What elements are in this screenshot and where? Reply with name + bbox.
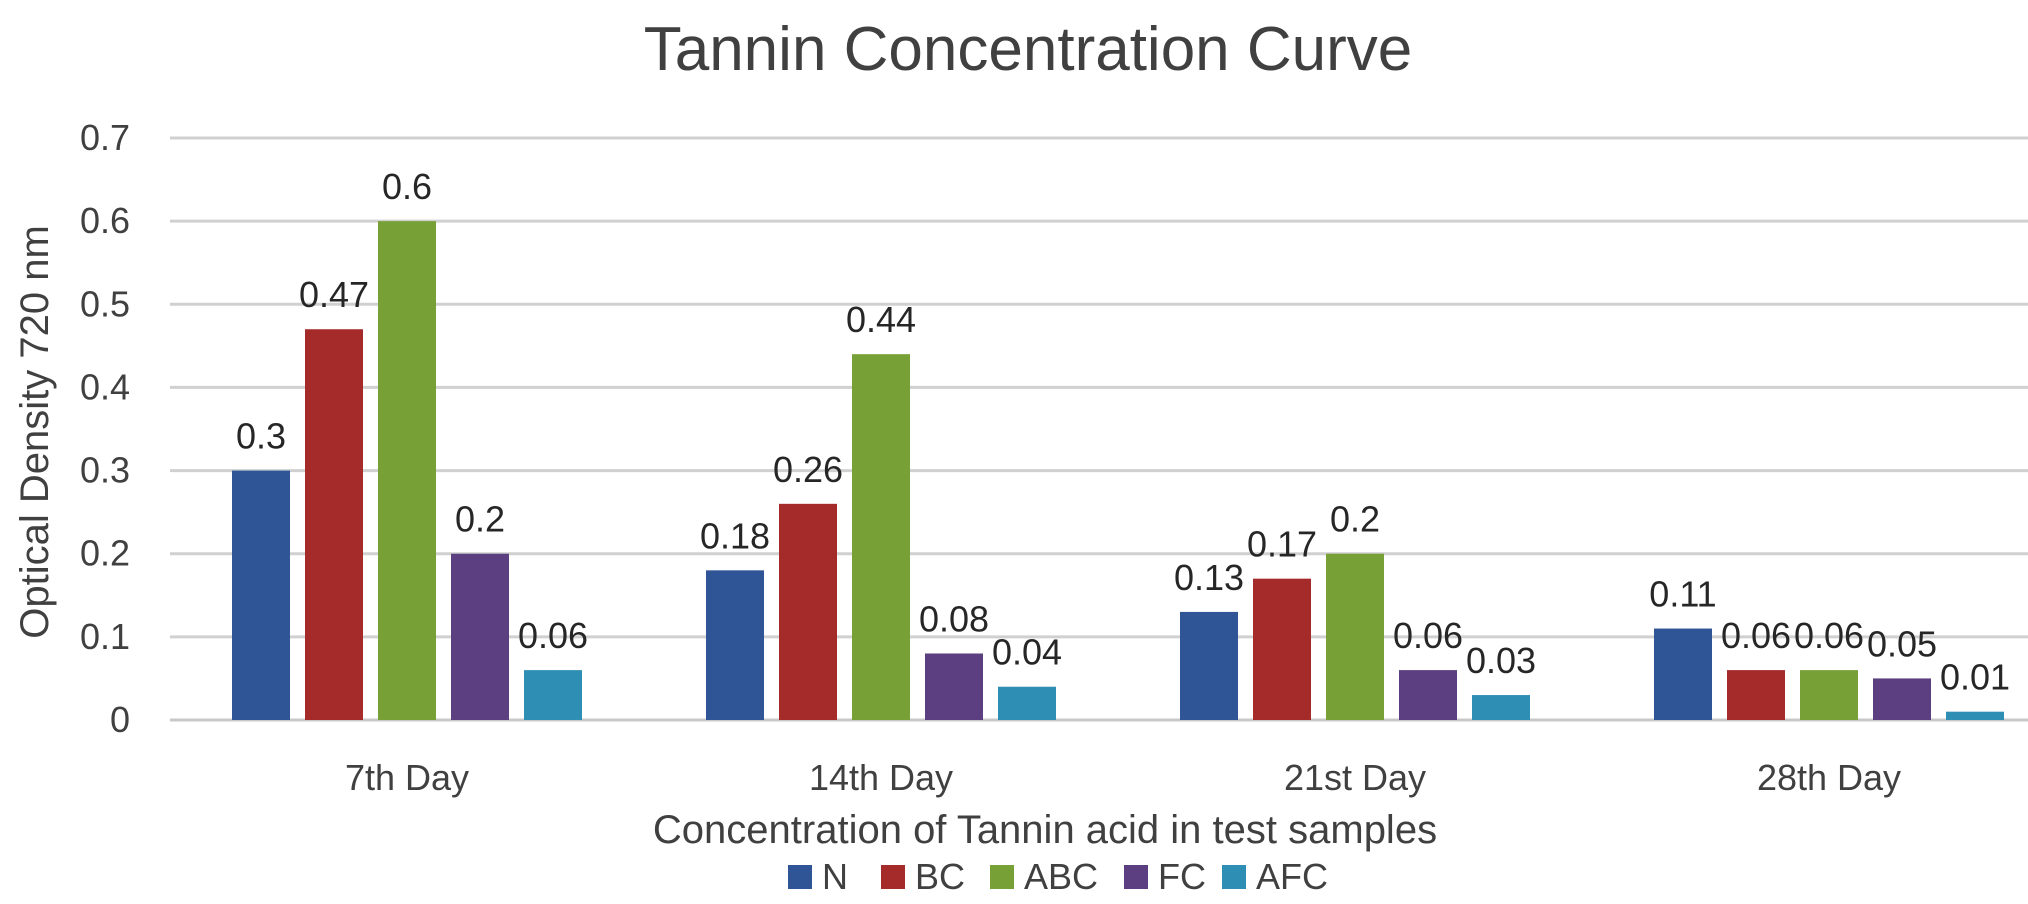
data-label: 0.2	[455, 499, 505, 540]
x-tick-label: 28th Day	[1757, 757, 1901, 798]
legend-swatch	[881, 865, 905, 889]
y-tick-label: 0.2	[80, 533, 130, 574]
data-labels: 0.3 0.47 0.6 0.2 0.06 0.180.26 0.44 0.080.04 0.1…	[236, 166, 2010, 698]
legend-label: N	[822, 856, 848, 897]
y-tick-label: 0.3	[80, 450, 130, 491]
data-label: 0.06	[1721, 615, 1791, 656]
x-tick-label: 21st Day	[1284, 757, 1426, 798]
y-tick-label: 0.1	[80, 616, 130, 657]
bar	[1399, 670, 1457, 720]
legend-swatch	[990, 865, 1014, 889]
legend-label: AFC	[1256, 856, 1328, 897]
data-label: 0.03	[1466, 640, 1536, 681]
bar	[1800, 670, 1858, 720]
legend-swatch	[788, 865, 812, 889]
bar	[852, 354, 910, 720]
y-axis-title: Optical Density 720 nm	[13, 225, 57, 639]
bar	[1180, 611, 1238, 720]
data-label: 0.06	[1794, 615, 1864, 656]
bar	[524, 670, 582, 720]
y-tick-label: 0.6	[80, 200, 130, 241]
x-axis-title: Concentration of Tannin acid in test sam…	[653, 808, 1437, 852]
x-axis-ticks: 7th Day 14th Day 21st Day 28th Day	[345, 757, 1901, 798]
legend-label: BC	[915, 856, 965, 897]
data-label: 0.04	[992, 632, 1062, 673]
data-label: 0.06	[1393, 615, 1463, 656]
bar	[232, 470, 290, 720]
bar	[1472, 695, 1530, 720]
data-label: 0.44	[846, 299, 916, 340]
data-label: 0.13	[1174, 557, 1244, 598]
legend-label: FC	[1158, 856, 1206, 897]
bar	[925, 653, 983, 720]
data-label: 0.05	[1867, 623, 1937, 664]
y-tick-label: 0.5	[80, 283, 130, 324]
bar	[451, 553, 509, 720]
y-tick-label: 0	[110, 699, 130, 740]
data-label: 0.11	[1649, 574, 1716, 615]
y-tick-label: 0.7	[80, 117, 130, 158]
bar	[1946, 711, 2004, 720]
bar	[1654, 628, 1712, 720]
bar	[706, 570, 764, 720]
bar	[1253, 578, 1311, 720]
data-label: 0.08	[919, 598, 989, 639]
data-label: 0.47	[299, 274, 369, 315]
bar	[1873, 678, 1931, 720]
legend-label: ABC	[1024, 856, 1098, 897]
y-tick-label: 0.4	[80, 366, 130, 407]
chart-title: Tannin Concentration Curve	[644, 15, 1413, 84]
data-label: 0.26	[773, 449, 843, 490]
bar	[1727, 670, 1785, 720]
legend-swatch	[1222, 865, 1246, 889]
y-axis-ticks: 0 0.1 0.2 0.3 0.4 0.5 0.6 0.7	[80, 117, 130, 740]
data-label: 0.3	[236, 416, 286, 457]
x-tick-label: 7th Day	[345, 757, 469, 798]
bar	[998, 686, 1056, 720]
bar	[305, 329, 363, 720]
x-tick-label: 14th Day	[809, 757, 953, 798]
legend-swatch	[1124, 865, 1148, 889]
bars	[232, 221, 2004, 720]
legend: N BC ABC FC AFC	[788, 856, 1328, 897]
bar	[1326, 553, 1384, 720]
data-label: 0.01	[1940, 657, 2010, 698]
bar	[378, 221, 436, 720]
data-label: 0.2	[1330, 499, 1380, 540]
data-label: 0.6	[382, 166, 432, 207]
bar	[779, 503, 837, 720]
data-label: 0.18	[700, 515, 770, 556]
data-label: 0.06	[518, 615, 588, 656]
data-label: 0.17	[1247, 524, 1317, 565]
